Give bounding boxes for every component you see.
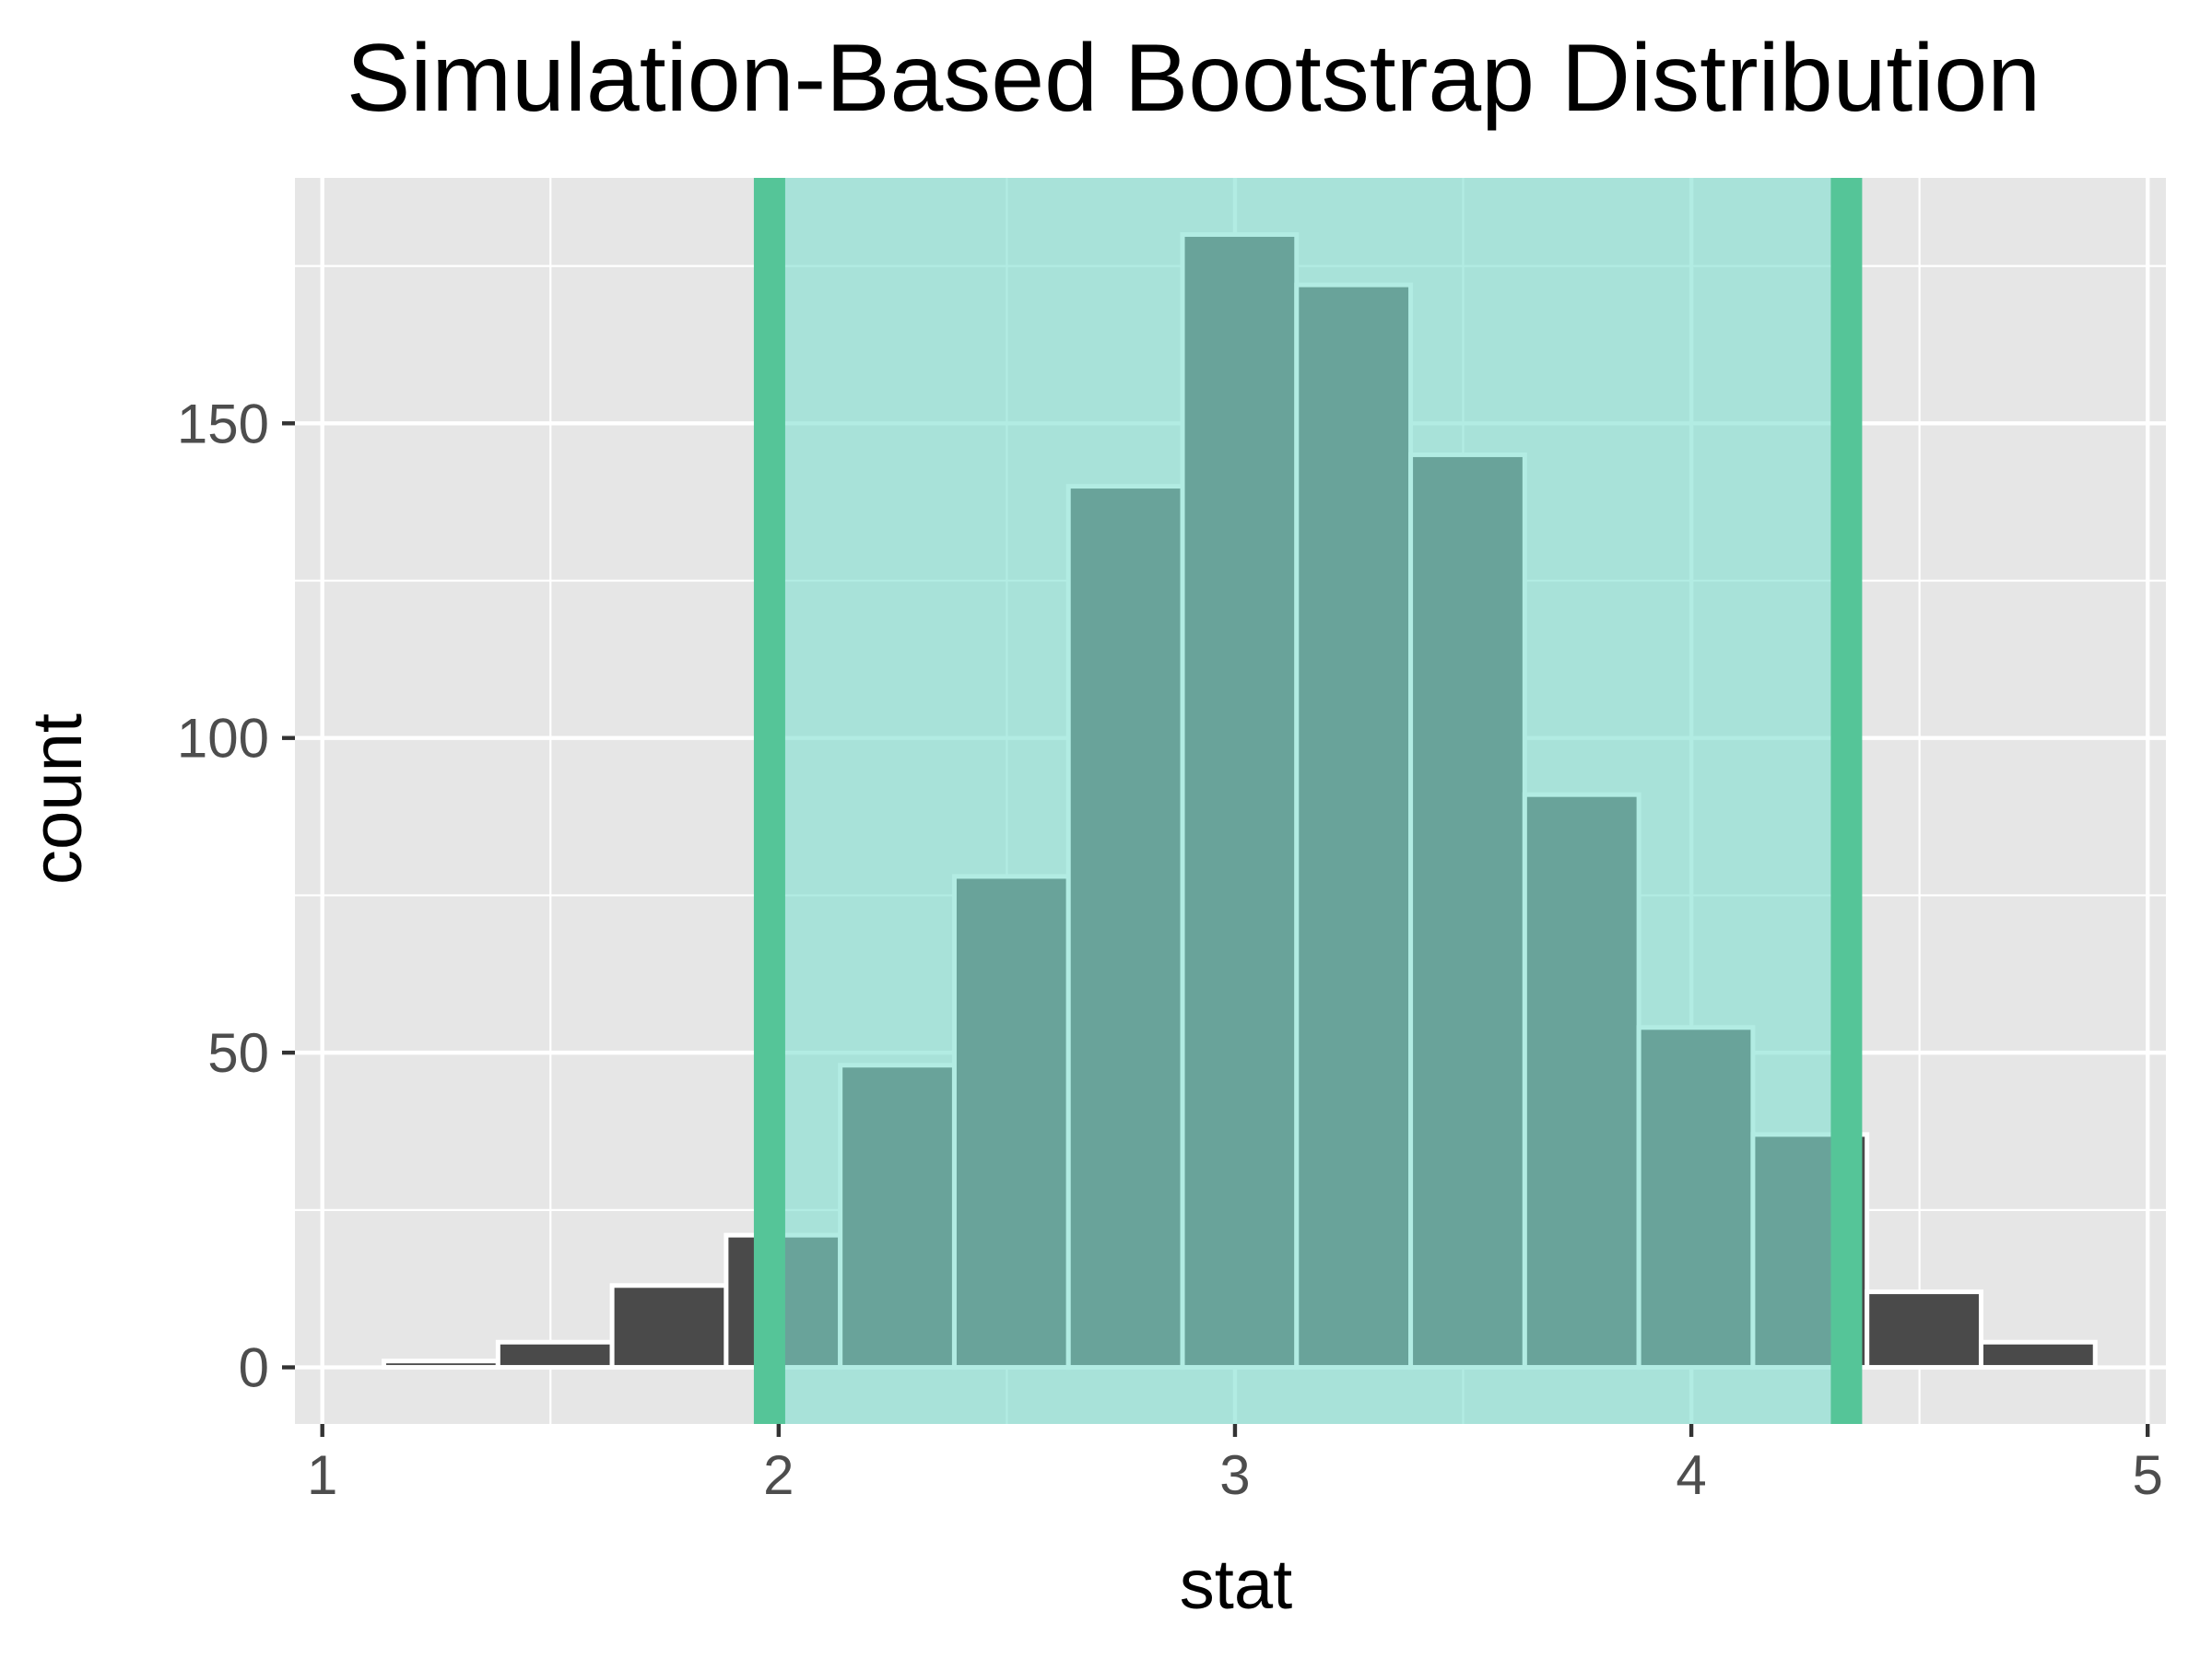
- y-tick-label: 150: [177, 393, 269, 454]
- y-tick-label: 50: [207, 1022, 269, 1084]
- chart-title: Simulation-Based Bootstrap Distribution: [347, 25, 2041, 132]
- histogram-bar: [1865, 1289, 1983, 1371]
- y-tick-label: 0: [239, 1337, 269, 1399]
- y-axis-title: count: [18, 713, 97, 885]
- x-tick-label: 2: [763, 1444, 794, 1506]
- x-axis-title: stat: [1180, 1546, 1293, 1624]
- x-tick-label: 5: [2133, 1444, 2163, 1506]
- histogram-bar: [382, 1359, 500, 1371]
- histogram-bar: [609, 1283, 729, 1371]
- ci-shaded-region: [769, 178, 1847, 1424]
- confidence-interval-shading: [753, 178, 1863, 1424]
- x-tick-label: 3: [1219, 1444, 1250, 1506]
- y-tick-label: 100: [177, 708, 269, 770]
- histogram-bar: [1978, 1339, 2098, 1371]
- x-tick-label: 4: [1676, 1444, 1706, 1506]
- x-tick-label: 1: [307, 1444, 337, 1506]
- histogram-bar: [495, 1339, 615, 1371]
